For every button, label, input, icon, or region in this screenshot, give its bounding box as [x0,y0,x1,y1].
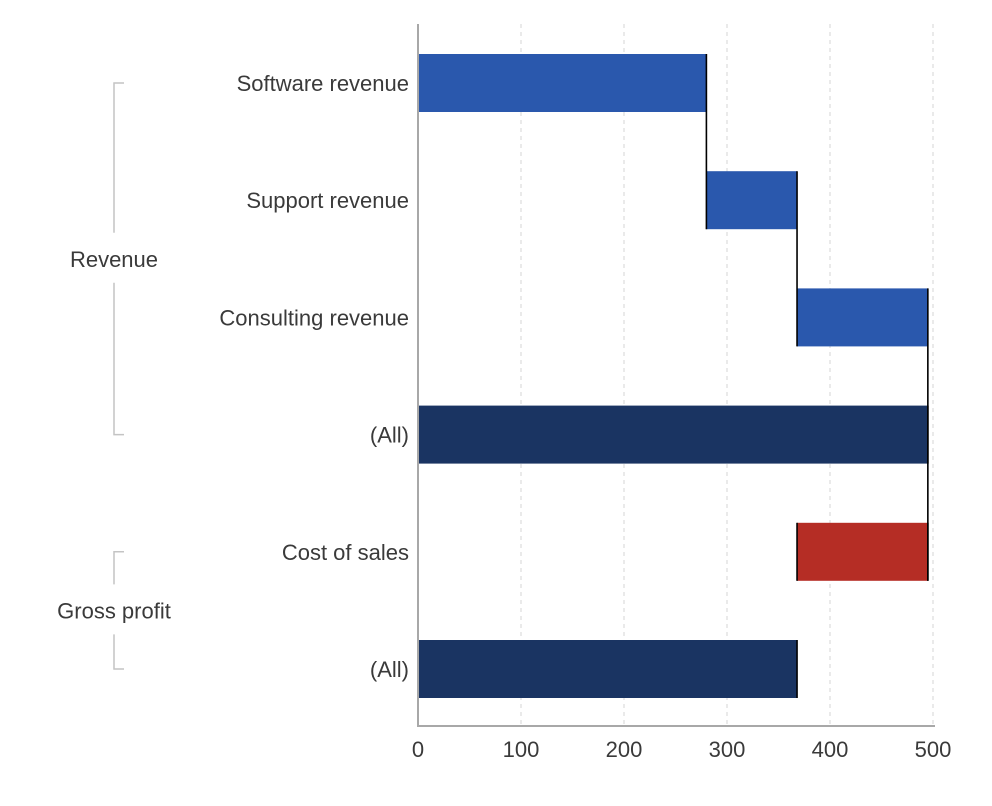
category-labels: Software revenue Support revenue Consultin… [57,71,409,682]
group-bracket-top [113,551,124,585]
x-tick-label: 100 [503,737,540,762]
bar-total [418,405,928,464]
group-label: Gross profit [57,598,171,623]
x-tick-label: 0 [412,737,424,762]
x-tick-label: 200 [606,737,643,762]
category-label: Software revenue [237,71,409,96]
x-tick-label: 500 [915,737,952,762]
category-label: Cost of sales [282,540,409,565]
category-label: Consulting revenue [219,305,409,330]
category-label: Support revenue [246,188,409,213]
group-bracket-bottom [113,282,124,436]
group-bracket-bottom [113,634,124,670]
x-tick-label: 300 [709,737,746,762]
x-tick-label: 400 [812,737,849,762]
connector-lines [705,54,929,698]
bar-increase [706,171,798,230]
group-bracket-top [113,82,124,233]
group-label: Revenue [70,247,158,272]
group-brackets [113,82,124,670]
bar-increase [797,288,928,347]
bar-increase [418,54,707,112]
axes: 0 100 200 300 400 500 [412,24,951,762]
bar-total [418,640,798,698]
category-label: (All) [370,423,409,448]
category-label: (All) [370,657,409,682]
bar-decrease [797,522,928,581]
grid-lines [520,24,934,726]
bars [418,54,928,698]
